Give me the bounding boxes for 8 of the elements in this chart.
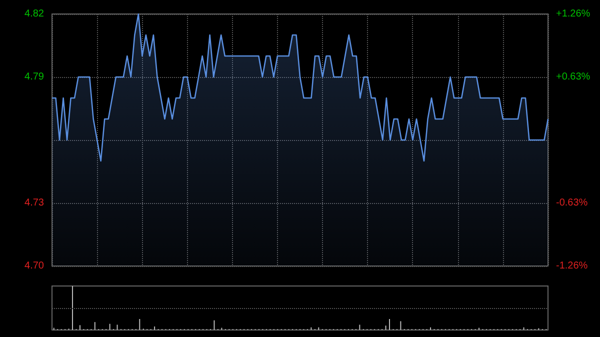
y2-tick-label: +0.63%	[556, 72, 590, 82]
y2-tick-label: -1.26%	[556, 260, 588, 272]
y-tick-label: 4.79	[24, 72, 44, 82]
y-tick-label: 4.82	[24, 8, 44, 20]
y-tick-label: 4.70	[24, 260, 44, 272]
y2-tick-label: -0.63%	[556, 198, 588, 208]
y2-tick-label: +1.26%	[556, 8, 590, 20]
y-tick-label: 4.73	[24, 198, 44, 208]
